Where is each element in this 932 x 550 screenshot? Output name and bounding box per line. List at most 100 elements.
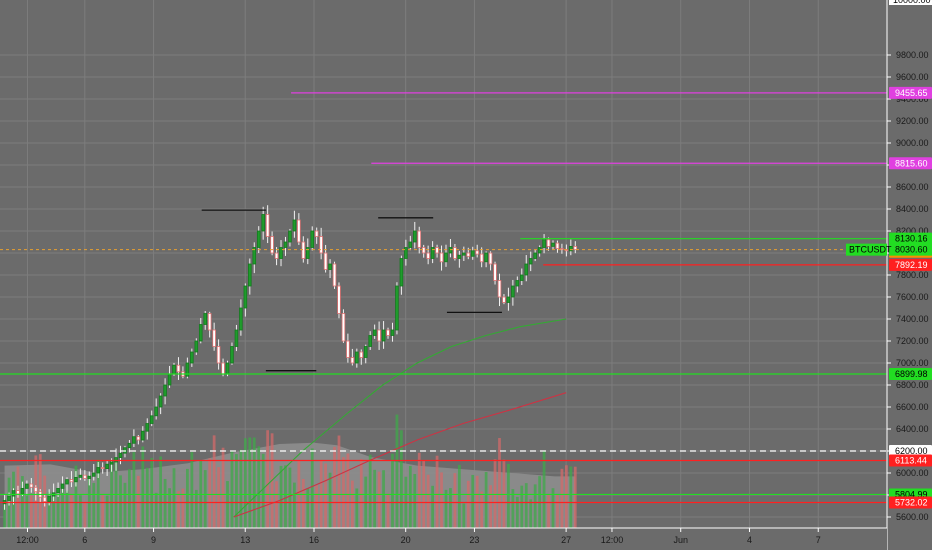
price-tag-6200.00 xyxy=(889,445,932,457)
candle-up xyxy=(390,329,395,336)
candle-up xyxy=(248,263,252,287)
price-tag-text: 6200.00 xyxy=(895,446,928,456)
volume-bar xyxy=(551,488,555,528)
price-tick-label: 9800.00 xyxy=(896,50,929,60)
candle-down xyxy=(453,247,457,259)
candle-up xyxy=(87,475,92,479)
price-tag-text: 8130.16 xyxy=(895,234,928,244)
price-tick-label: 7600.00 xyxy=(896,292,929,302)
volume-bar xyxy=(87,474,91,528)
volume-bar xyxy=(248,437,252,528)
current-price-tag-text: 8030.60 xyxy=(895,245,928,255)
candle-up xyxy=(114,457,118,463)
price-tick-label: 5600.00 xyxy=(896,512,929,522)
volume-bar xyxy=(25,494,29,528)
candle-up xyxy=(105,463,109,470)
candle-up xyxy=(65,479,69,485)
volume-bar xyxy=(373,469,377,528)
candle-up xyxy=(430,247,435,259)
volume-bar xyxy=(444,489,448,528)
time-tick-label: 13 xyxy=(240,535,250,545)
volume-bar xyxy=(511,489,515,528)
candle-up xyxy=(243,285,248,309)
volume-bar xyxy=(61,485,64,528)
volume-bar xyxy=(337,435,341,528)
volume-bar xyxy=(275,481,278,528)
volume-bar xyxy=(435,455,439,528)
price-tag-9455.65 xyxy=(889,86,932,99)
candle-down xyxy=(270,236,274,254)
volume-bar xyxy=(78,495,82,528)
volume-bar xyxy=(154,492,158,528)
candle-up xyxy=(56,487,60,494)
candle-down xyxy=(555,242,560,250)
volume-bar xyxy=(462,503,466,528)
candle-up xyxy=(528,258,533,265)
candle-down xyxy=(207,313,212,331)
price-tick-label: 6000.00 xyxy=(896,468,929,478)
volume-bar xyxy=(382,470,385,528)
time-tick-label: 6 xyxy=(82,535,87,545)
candle-up xyxy=(239,307,243,331)
candle-up xyxy=(305,247,310,259)
candle-up xyxy=(109,461,114,465)
price-tag-5732.02 xyxy=(889,496,932,509)
volume-bar xyxy=(172,468,176,528)
volume-bar xyxy=(515,496,519,528)
candle-up xyxy=(132,436,136,444)
volume-bar xyxy=(350,480,354,528)
candle-up xyxy=(408,241,413,248)
candle-down xyxy=(323,252,328,270)
top-price-tag xyxy=(889,0,932,5)
volume-bar xyxy=(564,465,568,528)
volume-bar xyxy=(301,478,305,528)
price-tag-text: 8815.60 xyxy=(895,158,928,168)
price-tick-label: 7200.00 xyxy=(896,336,929,346)
volume-bar xyxy=(466,480,470,528)
volume-bar xyxy=(498,438,501,528)
candle-up xyxy=(167,373,172,386)
time-tick-label: 9 xyxy=(151,535,156,545)
volume-bar xyxy=(346,453,350,528)
candle-down xyxy=(16,490,20,495)
candle-down xyxy=(301,241,306,259)
volume-bar xyxy=(310,448,314,528)
volume-bar xyxy=(569,466,573,528)
time-tick-label: 27 xyxy=(561,535,571,545)
candle-up xyxy=(25,483,29,489)
candle-up xyxy=(448,247,453,254)
volume-bar xyxy=(168,488,171,528)
volume-bar xyxy=(471,474,475,528)
candle-down xyxy=(176,364,181,373)
volume-bar xyxy=(529,499,533,528)
candle-up xyxy=(141,430,145,441)
candle-down xyxy=(426,252,430,259)
candle-up xyxy=(256,230,261,248)
volume-bar xyxy=(377,471,381,528)
volume-bar xyxy=(159,456,163,528)
volume-bar xyxy=(56,494,60,528)
volume-bar xyxy=(288,467,292,528)
top-price-label: 10000.00 xyxy=(893,0,931,5)
candle-up xyxy=(506,296,511,303)
candle-down xyxy=(479,253,484,263)
volume-bar xyxy=(203,470,207,528)
time-tick-label: Jun xyxy=(673,535,688,545)
candle-up xyxy=(462,252,466,256)
time-tick-label: 23 xyxy=(469,535,479,545)
volume-bar xyxy=(74,465,78,528)
price-tick-label: 6600.00 xyxy=(896,402,929,412)
volume-bar xyxy=(328,472,332,528)
candle-up xyxy=(444,252,448,263)
volume-bar xyxy=(324,463,327,528)
candle-down xyxy=(377,329,381,342)
candle-up xyxy=(185,362,190,377)
candle-down xyxy=(359,351,364,358)
volume-bar xyxy=(395,414,399,528)
candle-down xyxy=(417,230,422,248)
volume-bar xyxy=(221,447,225,528)
price-tick-label: 8600.00 xyxy=(896,182,929,192)
volume-bar xyxy=(560,468,564,528)
